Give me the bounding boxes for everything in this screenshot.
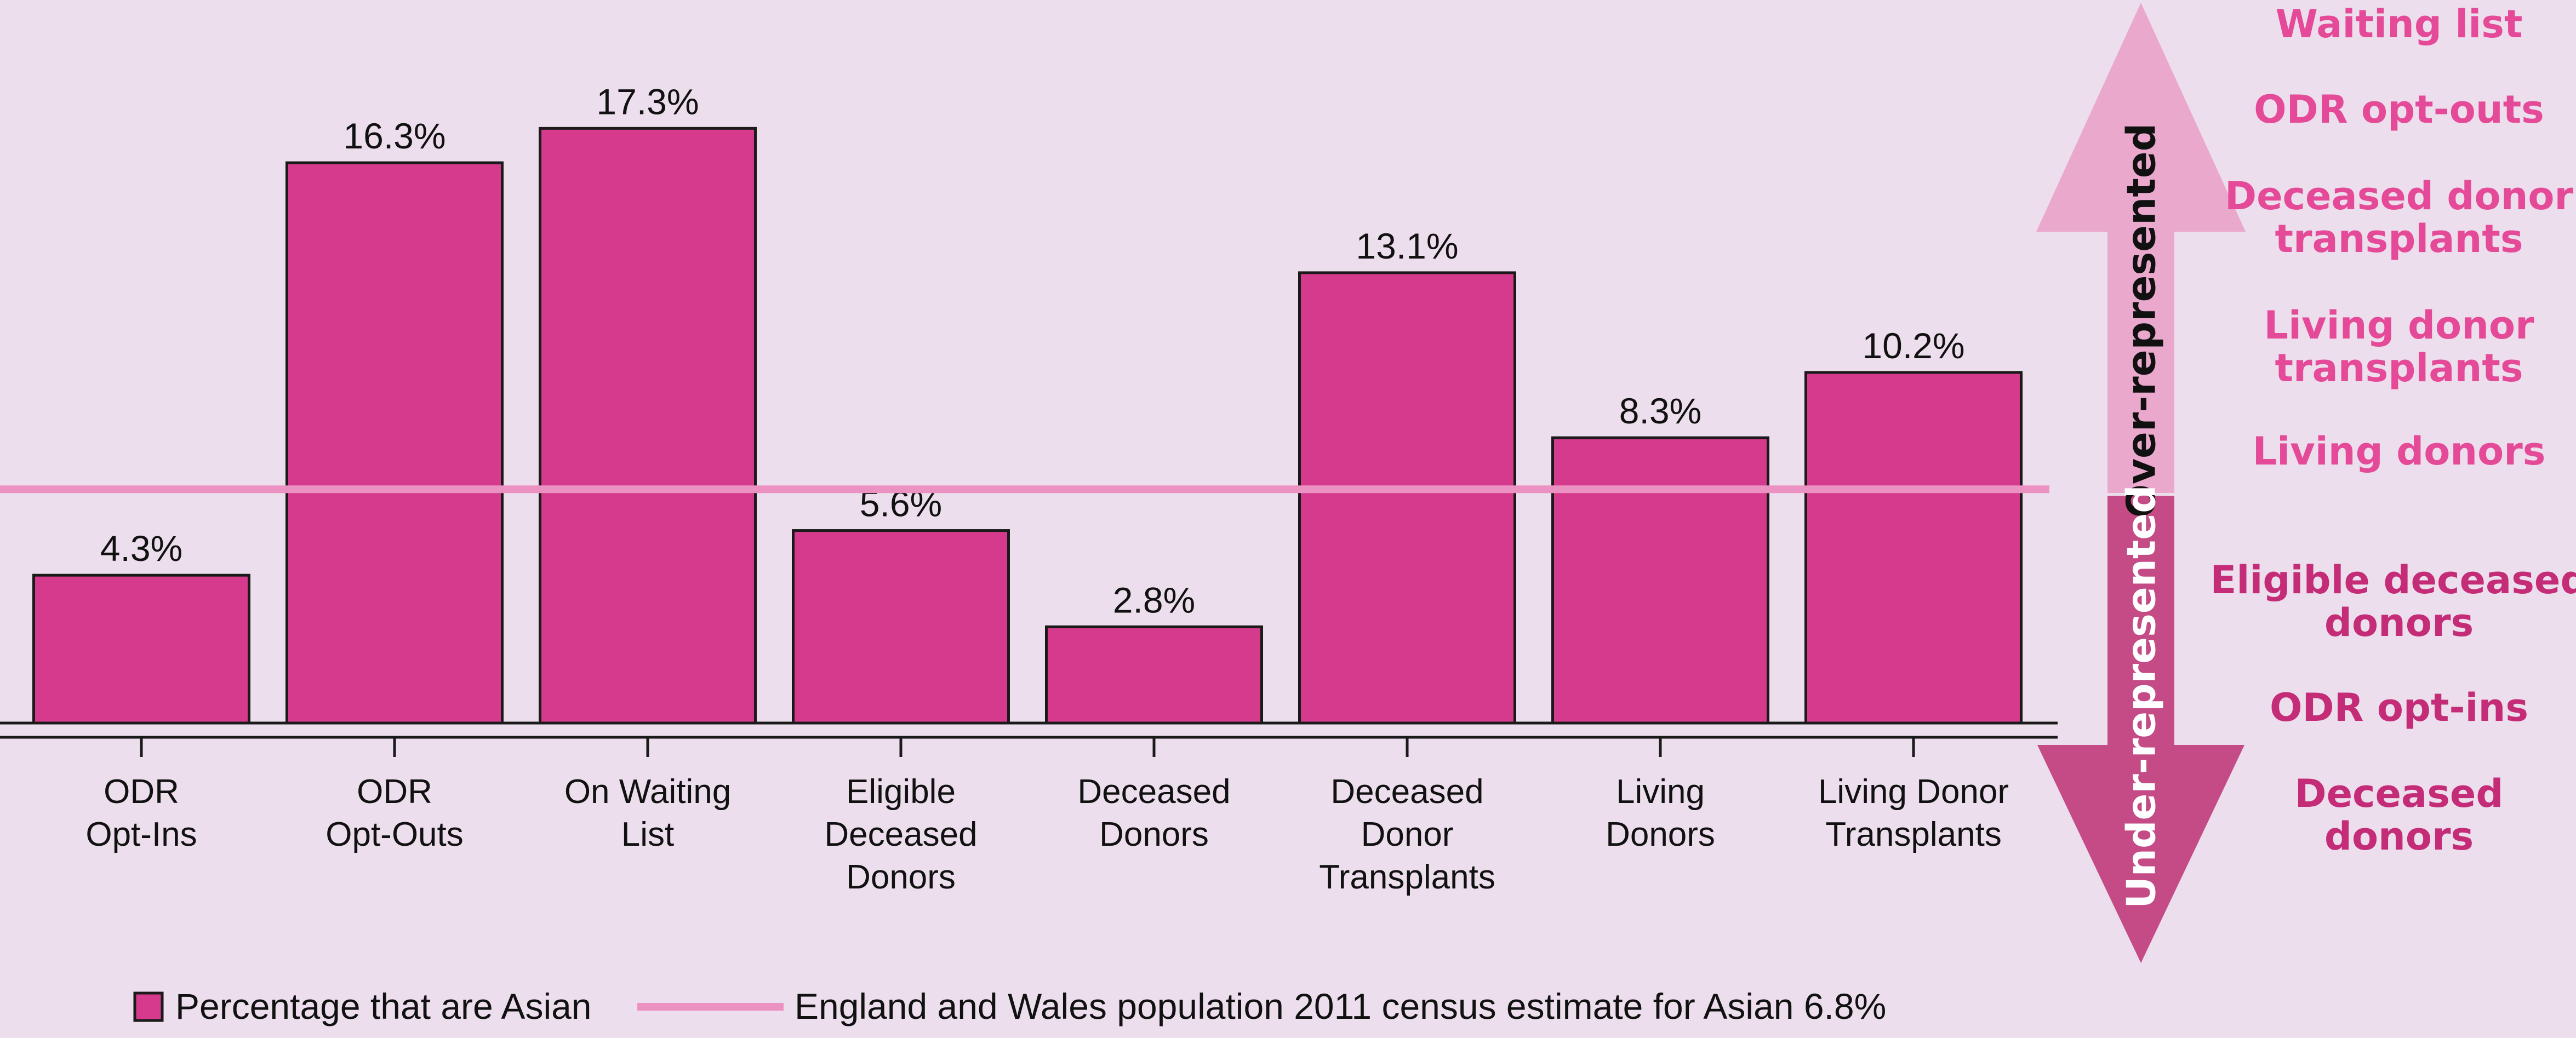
legend-line-label: England and Wales population 2011 census…	[795, 986, 1886, 1026]
arrow-up-icon	[2036, 3, 2246, 493]
under-represented-item: Eligible deceased donors	[2211, 558, 2576, 645]
under-represented-item: ODR opt-ins	[2270, 685, 2528, 730]
over-represented-item: Deceased donor transplants	[2225, 174, 2574, 261]
legend-bar-swatch	[133, 991, 164, 1022]
bar	[285, 161, 504, 725]
bar	[539, 127, 757, 725]
legend: Percentage that are Asian England and Wal…	[133, 986, 1886, 1026]
x-tick-label: ODR Opt-Outs	[325, 773, 464, 853]
under-represented-label: Under-represented	[2118, 485, 2164, 908]
legend-bar-label: Percentage that are Asian	[175, 986, 592, 1026]
bar-value-label: 8.3%	[1619, 391, 1701, 431]
bar	[1551, 436, 1769, 725]
bar	[32, 574, 250, 725]
bar-value-label: 2.8%	[1113, 580, 1195, 620]
bar-value-label: 13.1%	[1356, 226, 1458, 266]
x-tick-label: Eligible Deceased Donors	[824, 773, 977, 896]
bar-value-label: 16.3%	[343, 116, 445, 156]
bar-value-label: 4.3%	[100, 528, 182, 569]
x-tick-label: ODR Opt-Ins	[85, 773, 197, 853]
over-represented-item: Waiting list	[2276, 2, 2523, 47]
arrow-down-icon	[2037, 496, 2244, 963]
bar	[792, 529, 1010, 725]
x-tick-label: Deceased Donors	[1077, 773, 1230, 853]
bar	[1045, 625, 1263, 725]
x-tick-label: Deceased Donor Transplants	[1319, 773, 1495, 896]
bar	[1804, 371, 2023, 725]
x-tick-label: Living Donor Transplants	[1818, 773, 2009, 853]
x-axis: ODR Opt-Ins ODR Opt-Outs On Waiting List Eligi…	[0, 721, 2058, 896]
over-represented-label: Over-represented	[2118, 123, 2164, 518]
bar	[1298, 271, 1516, 725]
over-represented-item: ODR opt-outs	[2254, 87, 2544, 132]
x-tick-label: On Waiting List	[564, 773, 731, 853]
under-represented-item: Deceased donors	[2294, 771, 2503, 859]
over-represented-item: Living donors	[2253, 429, 2546, 474]
bar-value-label: 10.2%	[1862, 325, 1964, 366]
bars-layer: 4.3%16.3%17.3%5.6%2.8%13.1%8.3%10.2%	[32, 81, 2023, 725]
bar-value-label: 17.3%	[596, 81, 699, 122]
over-represented-item: Living donor transplants	[2264, 303, 2534, 391]
x-tick-label: Living Donors	[1606, 773, 1715, 853]
